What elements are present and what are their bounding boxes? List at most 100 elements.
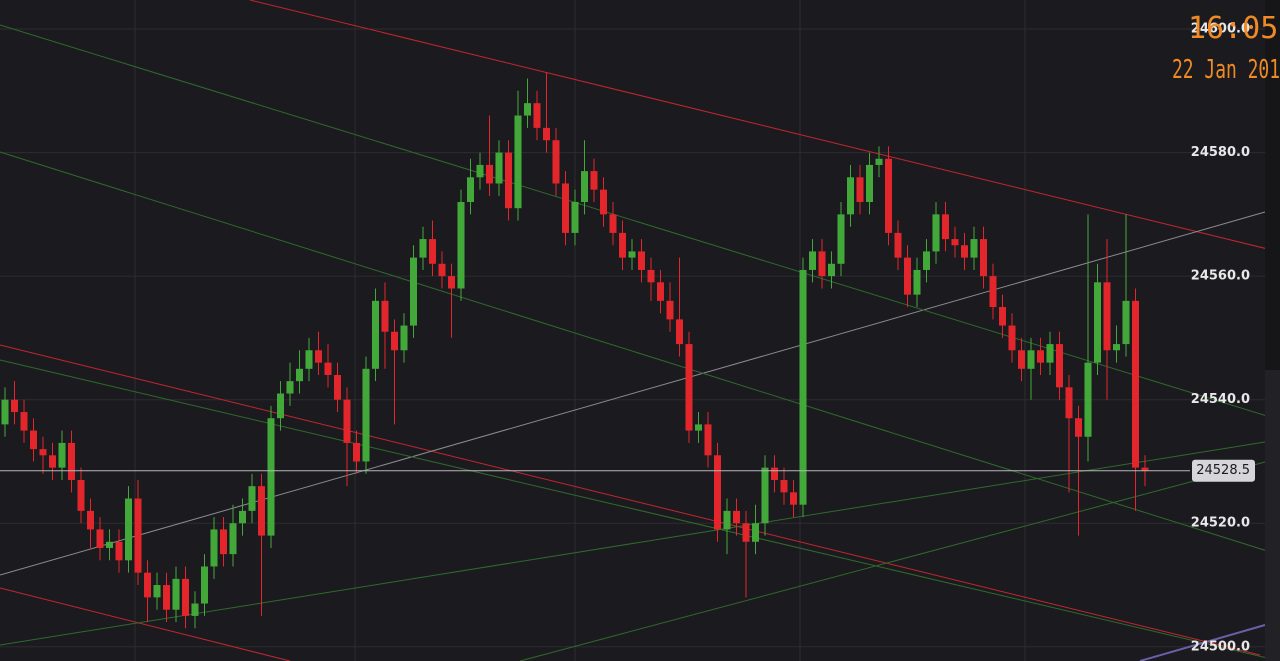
- candle-body: [163, 585, 170, 610]
- trendline: [1139, 624, 1266, 661]
- candle-body: [134, 498, 142, 573]
- candle-body: [429, 239, 436, 264]
- y-tick-label: 24500.0: [1191, 639, 1250, 654]
- candle-body: [258, 486, 265, 536]
- candle-body: [106, 541, 113, 548]
- candle-body: [457, 202, 465, 289]
- trendline: [519, 461, 1266, 661]
- candle-body: [581, 171, 588, 203]
- candle-body: [999, 307, 1006, 326]
- candle-body: [714, 455, 721, 530]
- candle-body: [619, 232, 626, 258]
- candle-body: [799, 269, 807, 505]
- y-tick-label: 24600.0: [1191, 22, 1250, 37]
- candle-body: [1018, 350, 1025, 369]
- candle-body: [609, 214, 617, 233]
- candle-body: [182, 578, 189, 616]
- candle-body: [400, 325, 408, 351]
- candle-body: [771, 467, 778, 480]
- candle-body: [1056, 344, 1063, 388]
- candle-body: [533, 103, 541, 128]
- candle-body: [381, 300, 389, 332]
- candle-body: [1027, 350, 1035, 369]
- candle-body: [932, 214, 940, 252]
- candle-body: [524, 103, 531, 116]
- candle-body: [1, 399, 9, 425]
- candle-body: [1141, 467, 1149, 471]
- candle-body: [562, 183, 569, 233]
- candle-body: [77, 479, 85, 511]
- candle-body: [885, 158, 892, 233]
- candle-body: [875, 158, 883, 165]
- candle-body: [628, 251, 636, 258]
- candle-body: [980, 239, 987, 277]
- candle-body: [685, 344, 693, 431]
- candle-body: [305, 350, 313, 369]
- candle-body: [780, 479, 788, 493]
- candle-body: [505, 152, 512, 209]
- candle-body: [723, 510, 731, 530]
- candle-body: [543, 127, 550, 141]
- candle-body: [790, 492, 797, 505]
- candle-body: [210, 529, 218, 567]
- candle-body: [647, 269, 655, 283]
- y-tick-label: 24580.0: [1191, 145, 1250, 160]
- candle-body: [467, 177, 474, 203]
- candle-body: [837, 214, 845, 264]
- trendline: [0, 151, 1280, 556]
- candle-body: [638, 251, 645, 270]
- candle-body: [248, 486, 256, 511]
- candle-body: [410, 257, 417, 326]
- candle-body: [486, 164, 493, 184]
- y-tick-label: 24520.0: [1191, 516, 1250, 531]
- candle-body: [676, 319, 683, 345]
- last-price-box: [1192, 459, 1255, 482]
- candle-body: [277, 393, 284, 419]
- candle-body: [761, 467, 769, 524]
- candle-body: [1008, 325, 1016, 351]
- candle-body: [239, 510, 246, 524]
- candle-body: [324, 362, 332, 375]
- candle-body: [201, 566, 208, 604]
- candle-body: [11, 399, 18, 413]
- candle-body: [961, 245, 968, 258]
- trendline: [0, 24, 1280, 421]
- candle-body: [828, 263, 835, 277]
- candle-body: [68, 442, 75, 480]
- candle-body: [448, 276, 455, 289]
- trendline: [249, 0, 1280, 253]
- candle-body: [419, 239, 427, 258]
- candle-body: [58, 442, 66, 468]
- candle-body: [913, 269, 921, 295]
- candle-body: [809, 251, 816, 270]
- candle-body: [334, 374, 341, 400]
- last-price-label: 24528.5: [1196, 463, 1250, 478]
- candle-body: [742, 523, 750, 542]
- candle-body: [476, 164, 484, 178]
- candle-body: [372, 300, 379, 369]
- candle-body: [733, 510, 740, 524]
- candle-body: [391, 331, 398, 351]
- candle-body: [438, 263, 446, 277]
- candle-body: [856, 177, 864, 203]
- y-tick-label: 24540.0: [1191, 392, 1250, 407]
- candle-body: [514, 115, 522, 209]
- candles: [1, 72, 1149, 629]
- candle-body: [666, 300, 674, 320]
- trendline: [0, 359, 1280, 661]
- candle-body: [49, 455, 56, 468]
- clock-date: 22 Jan 201: [1172, 55, 1280, 85]
- candle-body: [571, 202, 579, 233]
- candle-body: [39, 449, 47, 456]
- candle-body: [343, 399, 351, 443]
- candle-body: [752, 523, 759, 542]
- candle-body: [191, 603, 199, 616]
- candle-body: [286, 381, 294, 394]
- trendline: [0, 211, 1266, 576]
- candle-body: [144, 572, 151, 598]
- candle-body: [267, 418, 275, 536]
- candle-body: [1103, 282, 1111, 351]
- candle-body: [125, 498, 132, 561]
- candle-body: [942, 214, 949, 240]
